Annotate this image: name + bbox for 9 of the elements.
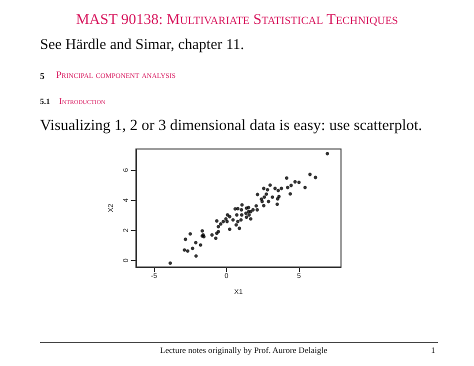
chart-title: MAST 90138: Multivariate Statistical Techniques	[74, 12, 400, 29]
text: 5	[40, 71, 44, 81]
text: 1	[431, 345, 436, 355]
text: 5.1	[40, 97, 50, 106]
text: Principal component analysis	[56, 70, 176, 81]
chart-subtitle: See Härdle and Simar, chapter 11.	[40, 37, 244, 54]
text: Visualizing 1, 2 or 3 dimensional data is easy: use scatterplot.	[40, 117, 422, 135]
text: Introduction	[59, 96, 106, 106]
text: Lecture notes originally by Prof. Aurore Delaigle	[160, 345, 328, 355]
